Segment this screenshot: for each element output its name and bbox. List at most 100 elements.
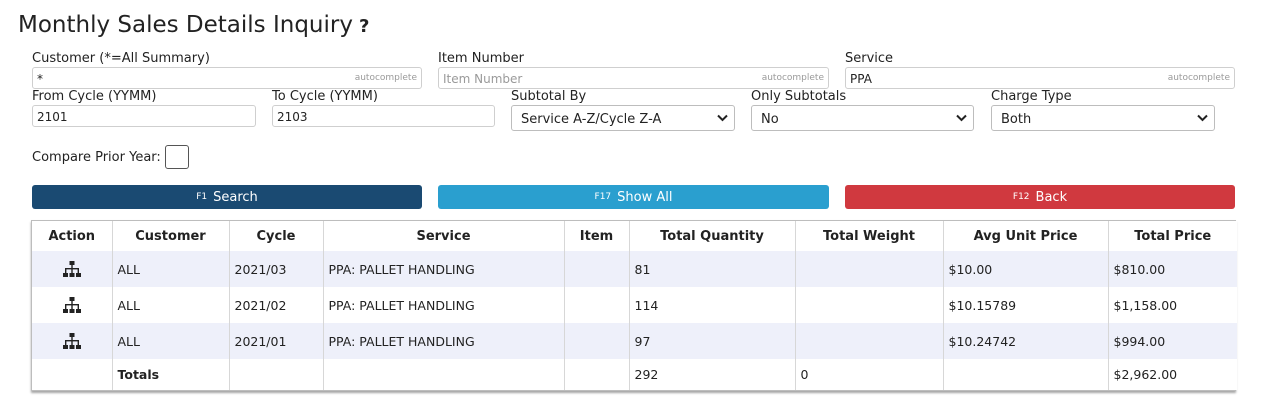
customer-input[interactable] [33, 69, 421, 89]
only-subtotals-label: Only Subtotals [751, 89, 847, 104]
customer-field-group: Customer (*=All Summary) autocomplete [32, 51, 422, 89]
chevron-down-icon [1197, 114, 1208, 122]
table-row: ALL 2021/03 PPA: PALLET HANDLING 81 $10.… [32, 251, 1237, 287]
table-row: ALL 2021/01 PPA: PALLET HANDLING 97 $10.… [32, 323, 1237, 359]
total-quantity-cell: 81 [629, 251, 796, 287]
item-cell [564, 251, 630, 287]
total-quantity-cell: 114 [629, 287, 796, 323]
item-cell [564, 287, 630, 323]
results-table: Action Customer Cycle Service Item Total… [32, 221, 1237, 390]
service-autocomplete-hint: autocomplete [1167, 73, 1230, 83]
to-cycle-input[interactable] [273, 107, 494, 127]
avg-unit-price-cell: $10.24742 [943, 323, 1109, 359]
total-weight-cell [795, 323, 944, 359]
show-all-button-key: F17 [594, 192, 612, 202]
show-all-button[interactable]: F17 Show All [438, 185, 829, 209]
item-number-autocomplete-hint: autocomplete [761, 73, 824, 83]
search-button[interactable]: F1 Search [32, 185, 422, 209]
total-price-cell: $994.00 [1108, 323, 1237, 359]
subtotal-by-label: Subtotal By [511, 89, 587, 104]
item-cell [564, 323, 630, 359]
column-header-action[interactable]: Action [32, 221, 113, 251]
from-cycle-field-group: From Cycle (YYMM) [32, 89, 256, 127]
only-subtotals-select[interactable]: No [751, 105, 974, 131]
compare-prior-year-label: Compare Prior Year: [32, 149, 161, 165]
subtotal-by-select[interactable]: Service A-Z/Cycle Z-A [511, 105, 735, 131]
page-title-text: Monthly Sales Details Inquiry [18, 12, 353, 38]
totals-action-cell [32, 359, 113, 390]
search-button-label: Search [213, 189, 258, 205]
results-grid: Action Customer Cycle Service Item Total… [31, 220, 1237, 391]
totals-cycle-cell [229, 359, 324, 390]
item-number-input[interactable] [439, 69, 828, 89]
hierarchy-icon[interactable] [62, 296, 81, 314]
only-subtotals-selected-value: No [761, 112, 779, 127]
item-number-input-box: autocomplete [438, 67, 829, 89]
to-cycle-field-group: To Cycle (YYMM) [272, 89, 495, 127]
page-title: Monthly Sales Details Inquiry? [18, 12, 369, 38]
column-header-total-price[interactable]: Total Price [1108, 221, 1237, 251]
charge-type-label: Charge Type [991, 89, 1072, 104]
column-header-total-quantity[interactable]: Total Quantity [629, 221, 796, 251]
customer-input-box: autocomplete [32, 67, 422, 89]
column-header-total-weight[interactable]: Total Weight [795, 221, 944, 251]
totals-total-price: $2,962.00 [1108, 359, 1237, 390]
only-subtotals-field-group: Only Subtotals No [751, 89, 974, 131]
from-cycle-input[interactable] [33, 107, 255, 127]
column-header-item[interactable]: Item [564, 221, 630, 251]
totals-avg-unit-price-cell [943, 359, 1109, 390]
chevron-down-icon [956, 114, 967, 122]
to-cycle-label: To Cycle (YYMM) [272, 89, 378, 104]
action-cell [32, 323, 113, 359]
service-input[interactable] [846, 69, 1234, 89]
action-cell [32, 251, 113, 287]
column-header-avg-unit-price[interactable]: Avg Unit Price [943, 221, 1109, 251]
charge-type-select[interactable]: Both [991, 105, 1215, 131]
cycle-cell: 2021/02 [229, 287, 324, 323]
service-label: Service [845, 51, 894, 66]
cycle-cell: 2021/03 [229, 251, 324, 287]
back-button-key: F12 [1012, 192, 1030, 202]
from-cycle-input-box [32, 105, 256, 127]
total-price-cell: $1,158.00 [1108, 287, 1237, 323]
from-cycle-label: From Cycle (YYMM) [32, 89, 157, 104]
customer-autocomplete-hint: autocomplete [354, 73, 417, 83]
total-price-cell: $810.00 [1108, 251, 1237, 287]
totals-item-cell [564, 359, 630, 390]
hierarchy-icon[interactable] [62, 332, 81, 350]
avg-unit-price-cell: $10.00 [943, 251, 1109, 287]
subtotal-by-field-group: Subtotal By Service A-Z/Cycle Z-A [511, 89, 735, 131]
column-header-cycle[interactable]: Cycle [229, 221, 324, 251]
hierarchy-icon[interactable] [62, 260, 81, 278]
totals-label: Totals [112, 359, 230, 390]
avg-unit-price-cell: $10.15789 [943, 287, 1109, 323]
item-number-field-group: Item Number autocomplete [438, 51, 829, 89]
total-quantity-cell: 97 [629, 323, 796, 359]
service-cell: PPA: PALLET HANDLING [323, 323, 565, 359]
customer-label: Customer (*=All Summary) [32, 51, 210, 66]
column-header-service[interactable]: Service [323, 221, 565, 251]
cycle-cell: 2021/01 [229, 323, 324, 359]
chevron-down-icon [717, 114, 728, 122]
show-all-button-label: Show All [617, 189, 673, 205]
back-button-label: Back [1035, 189, 1068, 205]
to-cycle-input-box [272, 105, 495, 127]
compare-prior-year-checkbox[interactable] [164, 145, 189, 169]
subtotal-by-selected-value: Service A-Z/Cycle Z-A [521, 112, 662, 127]
total-weight-cell [795, 251, 944, 287]
table-header-row: Action Customer Cycle Service Item Total… [32, 221, 1237, 251]
back-button[interactable]: F12 Back [845, 185, 1235, 209]
total-weight-cell [795, 287, 944, 323]
column-header-customer[interactable]: Customer [112, 221, 230, 251]
item-number-label: Item Number [438, 51, 524, 66]
totals-total-quantity: 292 [629, 359, 796, 390]
search-button-key: F1 [196, 192, 208, 202]
charge-type-selected-value: Both [1001, 112, 1032, 127]
service-cell: PPA: PALLET HANDLING [323, 251, 565, 287]
compare-prior-year-group: Compare Prior Year: [32, 145, 189, 169]
help-icon[interactable]: ? [358, 16, 370, 37]
customer-cell: ALL [112, 323, 230, 359]
customer-cell: ALL [112, 251, 230, 287]
totals-total-weight: 0 [795, 359, 944, 390]
service-field-group: Service autocomplete [845, 51, 1235, 89]
